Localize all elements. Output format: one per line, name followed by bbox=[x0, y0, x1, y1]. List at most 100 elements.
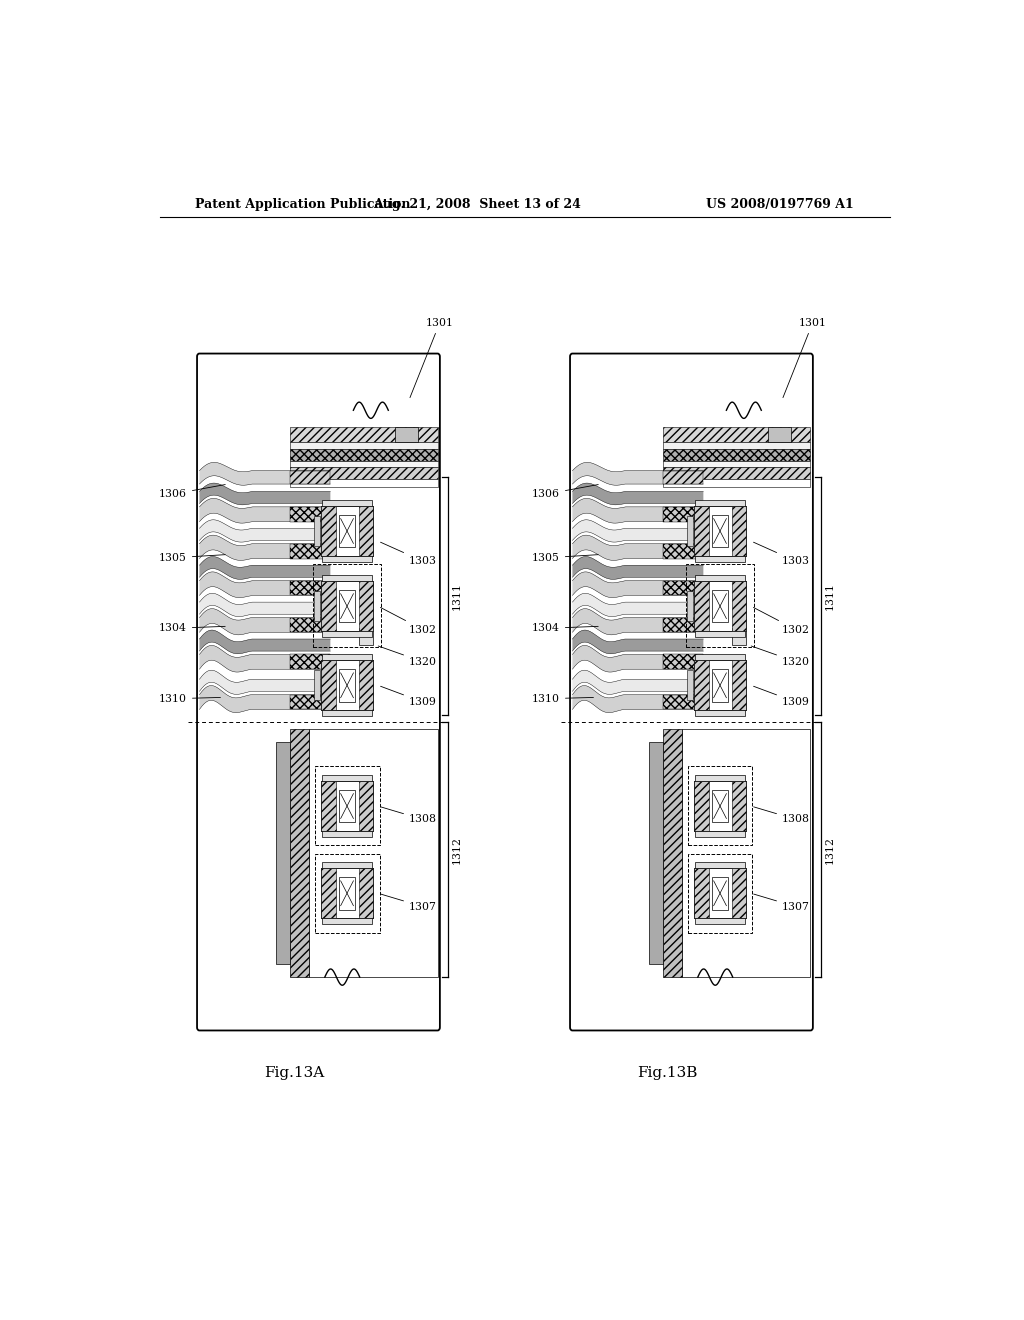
Bar bbox=[323, 576, 372, 581]
Bar bbox=[275, 742, 290, 964]
Bar bbox=[694, 581, 746, 631]
Bar bbox=[323, 631, 372, 638]
FancyBboxPatch shape bbox=[197, 354, 440, 1031]
Bar bbox=[323, 655, 372, 660]
Text: 1306: 1306 bbox=[531, 484, 598, 499]
Bar bbox=[313, 565, 381, 647]
Bar bbox=[358, 660, 373, 710]
Bar bbox=[313, 671, 319, 701]
Bar bbox=[686, 565, 754, 647]
Bar bbox=[648, 742, 663, 964]
Bar bbox=[731, 660, 746, 710]
Bar bbox=[732, 628, 746, 645]
Text: 1310: 1310 bbox=[531, 694, 594, 704]
Bar bbox=[687, 671, 692, 701]
Bar bbox=[321, 781, 336, 832]
Bar bbox=[663, 544, 703, 558]
Bar bbox=[663, 442, 811, 449]
Bar bbox=[731, 781, 746, 832]
Text: 1309: 1309 bbox=[381, 686, 437, 708]
Bar bbox=[323, 862, 372, 869]
Bar bbox=[290, 449, 437, 461]
Bar bbox=[321, 869, 336, 919]
Bar bbox=[339, 789, 355, 822]
Bar bbox=[321, 660, 336, 710]
Bar bbox=[339, 669, 355, 702]
Bar bbox=[731, 869, 746, 919]
Bar bbox=[323, 500, 372, 506]
Bar bbox=[694, 660, 709, 710]
Bar bbox=[694, 781, 709, 832]
Bar bbox=[694, 869, 709, 919]
Bar bbox=[290, 461, 437, 467]
Bar bbox=[321, 781, 373, 832]
Bar bbox=[663, 449, 811, 461]
Bar bbox=[768, 428, 792, 442]
Text: 1302: 1302 bbox=[381, 607, 437, 635]
Bar bbox=[290, 618, 331, 632]
Bar bbox=[695, 556, 744, 562]
Bar bbox=[358, 581, 373, 631]
Bar bbox=[290, 467, 437, 479]
Bar bbox=[290, 479, 437, 487]
Bar bbox=[695, 832, 744, 837]
Bar bbox=[290, 442, 437, 449]
Bar bbox=[309, 729, 437, 977]
Bar bbox=[731, 581, 746, 631]
Bar bbox=[663, 581, 703, 595]
Bar bbox=[694, 581, 709, 631]
Bar bbox=[323, 919, 372, 924]
Bar bbox=[731, 506, 746, 556]
Bar bbox=[695, 500, 744, 506]
Bar bbox=[321, 506, 373, 556]
Text: 1303: 1303 bbox=[754, 543, 810, 566]
Text: 1320: 1320 bbox=[378, 645, 437, 667]
Text: 1305: 1305 bbox=[159, 553, 225, 562]
Bar bbox=[314, 767, 380, 845]
Bar bbox=[712, 590, 728, 623]
Bar bbox=[663, 461, 811, 467]
Text: 1303: 1303 bbox=[381, 543, 437, 566]
Text: 1320: 1320 bbox=[752, 645, 810, 667]
Bar bbox=[290, 471, 331, 484]
Bar bbox=[663, 428, 811, 442]
Text: 1311: 1311 bbox=[824, 582, 835, 610]
Bar bbox=[694, 869, 746, 919]
Bar bbox=[694, 660, 746, 710]
Bar bbox=[695, 862, 744, 869]
Bar bbox=[323, 832, 372, 837]
Bar bbox=[712, 515, 728, 548]
Text: 1312: 1312 bbox=[824, 836, 835, 863]
Text: Patent Application Publication: Patent Application Publication bbox=[196, 198, 411, 211]
Bar bbox=[339, 876, 355, 909]
Bar bbox=[694, 506, 746, 556]
Bar bbox=[321, 506, 336, 556]
Bar bbox=[663, 618, 703, 632]
Bar bbox=[358, 781, 373, 832]
Bar bbox=[321, 869, 373, 919]
Bar bbox=[290, 428, 437, 442]
Bar bbox=[290, 729, 309, 977]
Bar bbox=[339, 515, 355, 548]
Text: 1311: 1311 bbox=[452, 582, 462, 610]
Bar bbox=[290, 581, 331, 595]
Bar bbox=[321, 660, 373, 710]
Bar bbox=[323, 710, 372, 717]
Bar bbox=[663, 467, 811, 479]
Text: 1310: 1310 bbox=[159, 694, 220, 704]
Text: 1307: 1307 bbox=[381, 894, 437, 912]
Text: Fig.13A: Fig.13A bbox=[264, 1067, 325, 1080]
Bar bbox=[339, 590, 355, 623]
Bar bbox=[682, 729, 811, 977]
Bar bbox=[321, 581, 336, 631]
Text: Fig.13B: Fig.13B bbox=[638, 1067, 697, 1080]
Bar bbox=[695, 576, 744, 581]
FancyBboxPatch shape bbox=[570, 354, 813, 1031]
Text: Aug. 21, 2008  Sheet 13 of 24: Aug. 21, 2008 Sheet 13 of 24 bbox=[373, 198, 582, 211]
Bar bbox=[321, 581, 373, 631]
Bar bbox=[695, 710, 744, 717]
Bar bbox=[712, 876, 728, 909]
Bar bbox=[712, 669, 728, 702]
Bar bbox=[687, 767, 753, 845]
Bar bbox=[663, 471, 703, 484]
